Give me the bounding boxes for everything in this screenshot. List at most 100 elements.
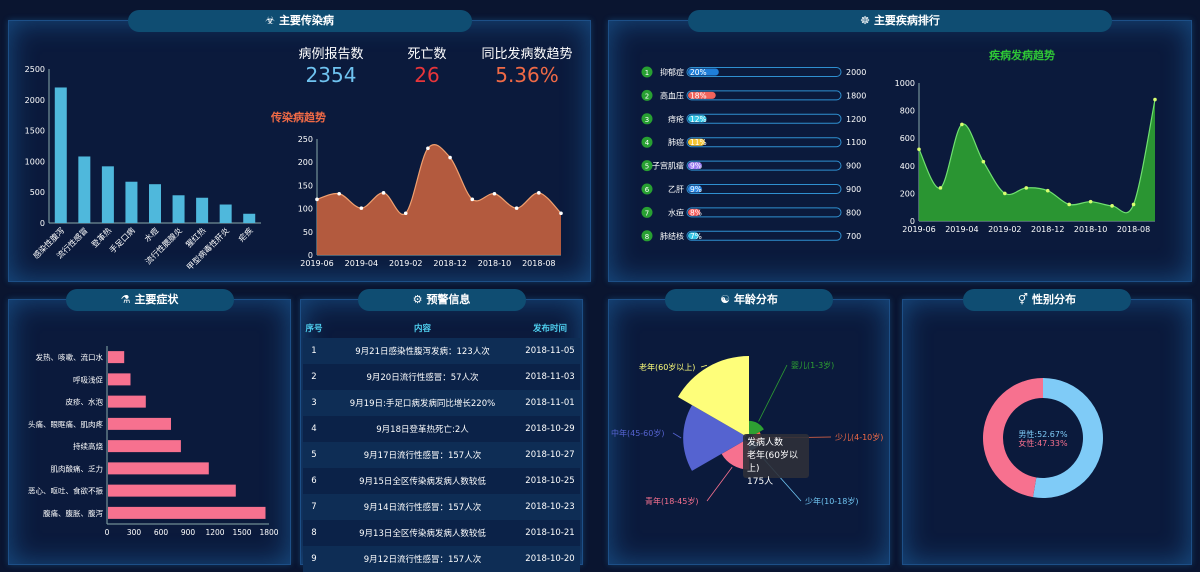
- tooltip-line1: 老年(60岁以上): [747, 451, 798, 474]
- table-row[interactable]: 5 9月17日流行性感冒：157人次 2018-10-27: [303, 442, 580, 468]
- tooltip-line2: 175人: [747, 477, 774, 487]
- y-tick-label: 400: [900, 162, 915, 171]
- stat-value-trend: 5.36%: [495, 63, 559, 87]
- bar: [108, 484, 236, 497]
- cell-date: 2018-11-01: [520, 390, 580, 416]
- rank-badge: [641, 136, 653, 148]
- bar: [196, 197, 209, 223]
- age-rose-chart: 婴儿(1-3岁) 少儿(4-10岁) 少年(10-18岁) 青年(18-45岁) 中年(…: [611, 356, 883, 506]
- disease-name: 痔疮: [668, 114, 684, 124]
- slice-label: 少儿(4-10岁): [835, 432, 883, 442]
- total-label: 2000: [846, 68, 866, 77]
- disease-trend-chart: 0 200 400 600 800 1000 2019-06 2019-04 2019-02 20…: [895, 79, 1157, 234]
- stat-value-cases: 2354: [305, 63, 357, 87]
- gender-icon: ⚥: [1018, 293, 1028, 306]
- y-tick-label: 皮疹、水泡: [66, 397, 104, 407]
- x-tick-label: 2019-02: [988, 225, 1021, 234]
- series-line: [918, 99, 1156, 214]
- x-tick-label: 2018-12: [1031, 225, 1064, 234]
- rose-slice: [749, 420, 764, 436]
- rank-number: 6: [645, 186, 650, 194]
- table-row[interactable]: 4 9月18日登革热死亡:2人 2018-10-29: [303, 416, 580, 442]
- slice-label: 中年(45-60岁): [611, 428, 665, 438]
- panel-title-text: 预警信息: [426, 293, 471, 306]
- y-tick-label: 呼吸浅促: [73, 374, 103, 384]
- warning-table-header: 序号 内容 发布时间: [303, 318, 580, 338]
- cell-content: 9月21日感染性腹泻发病：123人次: [325, 338, 520, 364]
- table-row[interactable]: 1 9月21日感染性腹泻发病：123人次 2018-11-05: [303, 338, 580, 364]
- col-header-content: 内容: [413, 324, 431, 334]
- y-tick-label: 800: [900, 107, 915, 116]
- brain-icon: ☯: [720, 293, 730, 306]
- data-point: [559, 211, 563, 216]
- panel-title-text: 主要症状: [134, 293, 179, 306]
- data-point: [448, 155, 452, 160]
- x-tick-label: 1500: [232, 528, 251, 537]
- donut-label-female: 女性:47.33%: [1018, 438, 1068, 448]
- table-row[interactable]: 3 9月19日:手足口病发病同比增长220% 2018-11-01: [303, 390, 580, 416]
- bar: [125, 181, 138, 223]
- gender-donut-chart: 男性:52.67%女性:47.33%: [982, 378, 1103, 498]
- x-tick-label: 2019-06: [902, 225, 935, 234]
- bar-fill: [688, 138, 705, 146]
- cell-no: 8: [303, 520, 325, 546]
- rank-number: 5: [645, 163, 649, 171]
- rank-number: 2: [645, 92, 649, 100]
- cell-no: 6: [303, 468, 325, 494]
- total-label: 1200: [846, 115, 866, 124]
- label-line: [706, 466, 733, 502]
- table-row[interactable]: 2 9月20日流行性感冒：57人次 2018-11-03: [303, 364, 580, 390]
- y-tick-label: 250: [298, 135, 313, 144]
- total-label: 800: [846, 208, 861, 217]
- rank-badge: [641, 206, 653, 218]
- table-row[interactable]: 9 9月12日流行性感冒：157人次 2018-10-20: [303, 546, 580, 572]
- bar: [108, 395, 146, 408]
- bar-track: [686, 90, 842, 101]
- bar-track: [686, 67, 842, 77]
- x-tick-label: 2019-04: [345, 259, 378, 268]
- cell-date: 2018-10-29: [520, 416, 580, 442]
- disease-name: 高血压: [660, 90, 684, 100]
- infectious-trend-chart: 0 50 100 150 200 250 2019-06 2019-04 2019-02 2018…: [298, 135, 563, 268]
- disease-name: 子宫肌瘤: [652, 161, 684, 171]
- y-tick-label: 150: [298, 181, 313, 190]
- table-row[interactable]: 6 9月15日全区传染病发病人数较低 2018-10-25: [303, 468, 580, 494]
- percent-label: 9%: [690, 185, 702, 194]
- panel-title-text: 主要疾病排行: [873, 14, 940, 27]
- panel-title-gender: ⚥ 性别分布: [963, 289, 1131, 311]
- y-tick-label: 0: [910, 217, 915, 226]
- percent-label: 8%: [690, 208, 702, 217]
- y-tick-label: 肌肉酸痛、乏力: [51, 463, 104, 473]
- cell-content: 9月15日全区传染病发病人数较低: [325, 468, 520, 494]
- x-tick-label: 2019-04: [945, 225, 978, 234]
- rank-number: 7: [645, 209, 649, 217]
- y-tick-label: 0: [40, 219, 45, 228]
- total-label: 900: [846, 162, 861, 171]
- cell-date: 2018-10-25: [520, 468, 580, 494]
- data-point: [359, 206, 364, 210]
- x-tick-label: 900: [181, 528, 196, 537]
- table-row[interactable]: 7 9月14日流行性感冒：157人次 2018-10-23: [303, 494, 580, 520]
- disease-name: 抑郁症: [660, 67, 684, 77]
- y-tick-label: 100: [298, 205, 313, 214]
- bar: [108, 462, 209, 475]
- cell-content: 9月13日全区传染病发病人数较低: [325, 520, 520, 546]
- total-label: 900: [846, 185, 861, 194]
- cell-content: 9月18日登革热死亡:2人: [325, 416, 520, 442]
- rose-slice: [677, 356, 749, 436]
- data-point: [1110, 204, 1114, 208]
- data-point: [470, 197, 475, 202]
- bar-fill: [688, 68, 719, 76]
- bar-fill: [688, 208, 701, 216]
- bar-fill: [688, 115, 707, 123]
- cell-content: 9月19日:手足口病发病同比增长220%: [325, 390, 520, 416]
- panel-infectious: ☣ 主要传染病 0 500 1000 1500 2000 2500 感染性腹泻 流行性感冒 登革热…: [8, 10, 591, 282]
- bar-track: [686, 113, 842, 124]
- table-row[interactable]: 8 9月13日全区传染病发病人数较低 2018-10-21: [303, 520, 580, 546]
- bar: [108, 417, 171, 430]
- warning-table: 序号 内容 发布时间 1 9月21日感染性腹泻发病：123人次 2018-11-05…: [303, 318, 580, 572]
- data-point: [514, 206, 519, 210]
- x-tick-label: 2018-10: [478, 259, 511, 268]
- y-tick-label: 200: [900, 189, 915, 198]
